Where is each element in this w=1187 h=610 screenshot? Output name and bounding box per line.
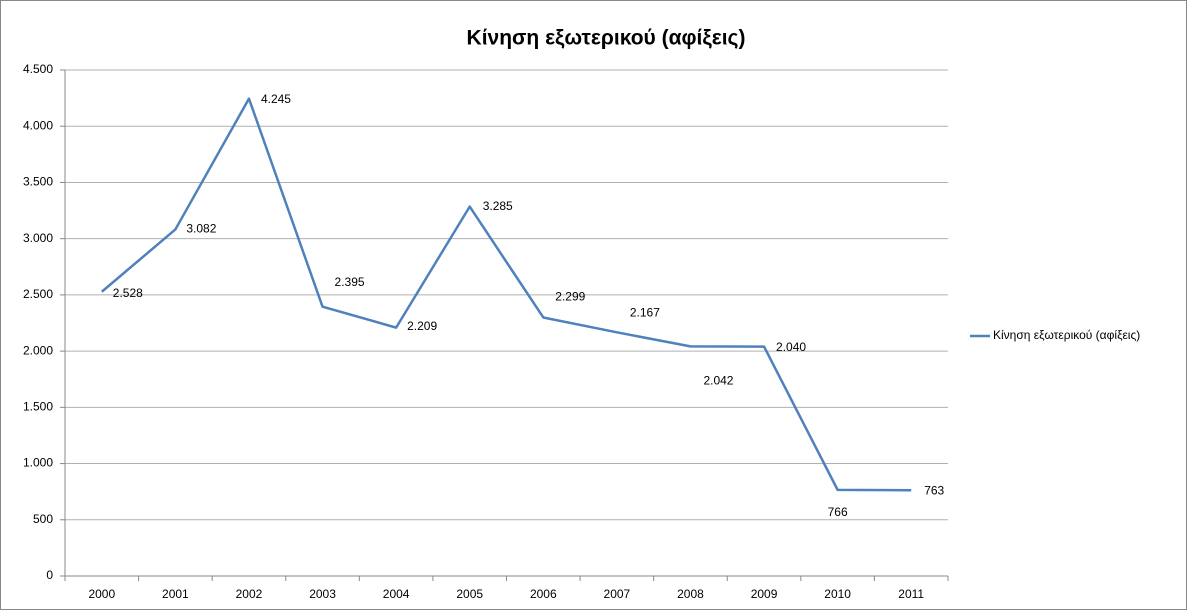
x-tick-label: 2000 — [88, 587, 115, 601]
y-tick-label: 500 — [33, 512, 53, 526]
x-tick-label: 2004 — [383, 587, 410, 601]
data-label: 2.528 — [113, 286, 143, 300]
data-label: 2.395 — [335, 275, 365, 289]
data-label: 2.299 — [555, 290, 585, 304]
y-tick-label: 0 — [46, 568, 53, 582]
x-tick-label: 2011 — [898, 587, 924, 601]
data-label: 2.040 — [776, 340, 806, 354]
data-label: 2.167 — [630, 306, 660, 320]
y-tick-label: 2.000 — [23, 343, 53, 357]
x-tick-label: 2002 — [236, 587, 263, 601]
data-label: 2.209 — [407, 319, 437, 333]
x-tick-label: 2003 — [309, 587, 336, 601]
y-tick-label: 1.500 — [23, 400, 53, 414]
data-label: 3.285 — [483, 199, 513, 213]
y-tick-label: 2.500 — [23, 287, 53, 301]
data-label: 763 — [924, 483, 944, 497]
data-label: 3.082 — [186, 222, 216, 236]
y-tick-label: 3.500 — [23, 175, 53, 189]
data-line — [100, 97, 912, 492]
data-label: 2.042 — [703, 374, 733, 388]
x-tick-label: 2008 — [677, 587, 704, 601]
x-tick-label: 2006 — [530, 587, 557, 601]
legend-label: Κίνηση εξωτερικού (αφίξεις) — [993, 328, 1140, 342]
y-tick-label: 1.000 — [23, 456, 53, 470]
chart-title: Κίνηση εξωτερικού (αφίξεις) — [467, 27, 746, 50]
y-tick-label: 4.000 — [23, 118, 53, 132]
x-tick-label: 2007 — [604, 587, 631, 601]
x-tick-label: 2009 — [751, 587, 778, 601]
x-tick-label: 2010 — [824, 587, 851, 601]
y-tick-label: 3.000 — [23, 231, 53, 245]
x-tick-label: 2005 — [456, 587, 483, 601]
data-label: 766 — [828, 505, 848, 519]
data-label: 4.245 — [261, 92, 291, 106]
x-tick-label: 2001 — [162, 587, 189, 601]
y-tick-label: 4.500 — [23, 62, 53, 76]
